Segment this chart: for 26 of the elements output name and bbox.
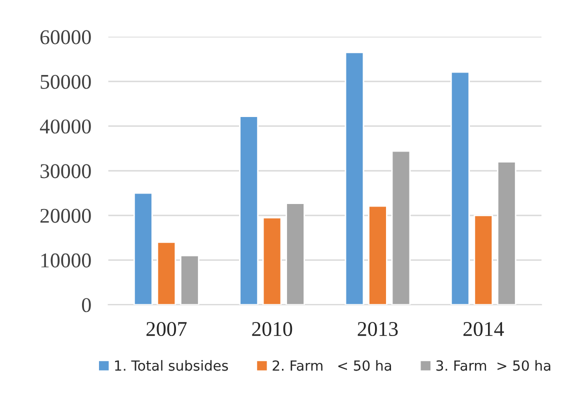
bar: [239, 116, 258, 305]
bar: [344, 52, 364, 305]
bar: [286, 202, 305, 305]
x-tick-label: 2014: [463, 322, 504, 336]
legend-label: 1. Total subsides: [115, 360, 228, 371]
bar: [391, 150, 411, 305]
bar: [262, 216, 282, 305]
y-tick-label: 60000: [40, 30, 91, 44]
y-tick-label: 40000: [40, 119, 91, 134]
x-tick-label: 2010: [252, 322, 292, 336]
bar: [156, 242, 176, 305]
y-tick-label: 50000: [40, 74, 91, 89]
bar: [496, 161, 516, 305]
bar: [450, 71, 470, 305]
y-tick-label: 10000: [41, 253, 91, 268]
x-tick-label: 2013: [358, 322, 398, 336]
bar: [133, 192, 153, 305]
legend-label: 3. Farm > 50 ha: [436, 360, 550, 371]
bar: [474, 214, 494, 305]
y-tick-label: 20000: [40, 208, 91, 223]
y-tick-label: 0: [82, 298, 91, 312]
x-tick-label: 2007: [146, 322, 187, 336]
legend-label: 2. Farm < 50 ha: [272, 360, 392, 371]
bar: [368, 205, 388, 305]
bar: [180, 254, 200, 305]
y-tick-label: 30000: [40, 164, 91, 178]
